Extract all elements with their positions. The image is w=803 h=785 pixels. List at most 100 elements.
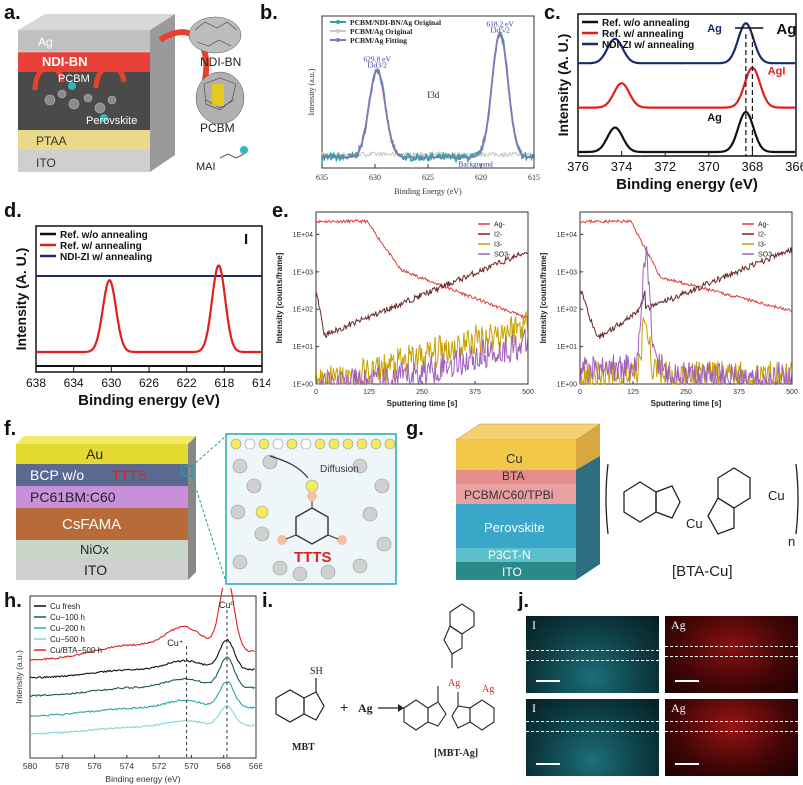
panel-label-j: j. <box>518 590 530 612</box>
x-tick-label: 125 <box>363 389 375 396</box>
label-ag-bond-2: Ag <box>482 684 494 695</box>
label-bcp: BCP w/o <box>30 467 84 483</box>
y-axis-label: Intensity (A. U.) <box>555 34 571 137</box>
label-niox: NiOx <box>80 542 109 557</box>
label-p3ct-n: P3CT-N <box>488 548 531 562</box>
y-tick-label: 1E+00 <box>293 382 314 389</box>
layer-cu <box>456 440 576 470</box>
y-tick-label: 1E+03 <box>293 269 314 276</box>
layer-ito-f <box>16 558 188 580</box>
panel-label-b: b. <box>260 2 278 24</box>
annotation-peak2-ev: 618.2 eV <box>486 20 514 29</box>
legend-label: NDI-ZI w/ annealing <box>602 40 694 51</box>
panel-label-c: c. <box>544 2 561 24</box>
plot-frame <box>577 13 797 157</box>
legend-label: PCBM/Ag Fitting <box>350 36 407 45</box>
eds-map-ag-top: Ag <box>665 616 798 693</box>
legend-label: PCBM/NDI-BN/Ag Original <box>350 18 441 27</box>
x-tick-label: 578 <box>55 761 69 771</box>
x-tick-label: 576 <box>87 761 101 771</box>
y-tick-label: 1E+04 <box>293 232 314 239</box>
layer-au <box>16 444 188 464</box>
inset-bcp-molecules <box>230 454 392 582</box>
y-axis-label: Intensity (a.u.) <box>14 650 24 704</box>
label-mai: MAI <box>196 161 216 173</box>
label-ndi-bn: NDI-BN <box>42 54 88 69</box>
legend-marker <box>336 29 340 33</box>
y-axis-label: Intensity (A. U.) <box>13 248 29 351</box>
chart-c-xps-ag: 376 374 372 370 368 366 Binding energy (eV) Int… <box>555 13 803 193</box>
y-tick-label: 1E+00 <box>557 382 578 389</box>
y-tick-label: 1E+01 <box>293 344 314 351</box>
y-axis-label: Intensity [counts/frame] <box>539 252 548 343</box>
x-tick-label: 635 <box>316 173 328 182</box>
x-axis-label: Binding energy (eV) <box>78 392 220 409</box>
chart-d-xps-i: 638 634 630 626 622 618 614 Binding energy (eV)… <box>13 225 270 409</box>
series-ref-w-annealing <box>36 264 262 354</box>
label-ito-g: ITO <box>502 565 522 579</box>
annotation-i3d: I3d <box>427 90 439 100</box>
label-pcbm-left: PCBM <box>58 73 90 85</box>
legend-label: Ref. w/o annealing <box>602 18 690 29</box>
layer-p3ct <box>456 548 576 562</box>
panel-f-device-schematic: Au BCP w/o TTTS PC61BM:C60 CsFAMA NiOx I… <box>16 433 397 585</box>
x-axis-label: Binding energy (eV) <box>105 774 180 784</box>
layer-pcbm-g <box>456 484 576 504</box>
mbt-molecule <box>275 678 325 723</box>
x-tick-label: 626 <box>139 376 159 390</box>
chart-e-tof-sims: 0 125 250 375 500 1E+00 1E+01 1E+02 1E+03 1E+04 Sp… <box>275 211 798 408</box>
sims-right-series-3 <box>579 245 793 386</box>
legend-label: SO3- <box>758 252 775 259</box>
sims-right-series-1 <box>579 247 793 339</box>
legend-label: Ref. w/o annealing <box>60 230 148 241</box>
layer-niox <box>16 540 188 558</box>
eds-map-i-top: I <box>526 616 659 693</box>
x-tick-label: 372 <box>654 159 676 174</box>
sims-left-series-2 <box>315 311 529 385</box>
legend-label: I2- <box>494 232 503 239</box>
legend-label: Cu−100 h <box>50 613 85 622</box>
label-n: n <box>788 534 795 549</box>
ttts-molecule <box>295 507 329 545</box>
legend-label: Cu−500 h <box>50 635 85 644</box>
x-tick-label: 634 <box>64 376 84 390</box>
y-tick-label: 1E+02 <box>293 307 314 314</box>
legend-label: SO3- <box>494 252 511 259</box>
legend-marker <box>336 20 340 24</box>
x-tick-label: 625 <box>422 173 434 182</box>
chart-b-xps-i3d: 635 630 625 620 615 Binding Energy (eV) Intens… <box>307 15 540 196</box>
layer-ag <box>18 30 150 52</box>
layer-csfama <box>16 508 188 540</box>
label-ag-top: Ag <box>671 618 686 632</box>
panel-label-i: i. <box>262 590 274 612</box>
label-i-bottom: I <box>532 701 536 715</box>
x-tick-label: 638 <box>26 376 46 390</box>
x-tick-label: 375 <box>469 389 481 396</box>
annotation-background: Background <box>459 160 494 168</box>
layer-bcp <box>16 464 188 486</box>
x-tick-label: 580 <box>23 761 37 771</box>
y-tick-label: 1E+03 <box>557 269 578 276</box>
annotation-ag-navy: Ag <box>707 23 722 35</box>
inset-au-row <box>230 438 396 450</box>
series-1 <box>29 656 256 698</box>
label-sh: SH <box>310 666 323 677</box>
annotation-cu-plus: Cu⁺ <box>167 638 184 648</box>
legend-marker <box>336 38 340 42</box>
x-tick-label: 375 <box>733 389 745 396</box>
series-3 <box>29 704 255 736</box>
panel-label-h: h. <box>4 590 22 612</box>
label-bta: BTA <box>502 469 524 483</box>
x-tick-label: 568 <box>217 761 231 771</box>
layer-perovskite <box>18 72 150 130</box>
sims-left-series-0 <box>315 218 528 319</box>
sims-right-series-0 <box>580 218 792 313</box>
label-ito: ITO <box>36 156 56 170</box>
legend-label: Cu/BTA−500 h <box>50 646 102 655</box>
x-tick-label: 622 <box>177 376 197 390</box>
panel-i-reaction-scheme: SH MBT + Ag Ag Ag [MBT-Ag] <box>275 603 495 759</box>
eds-map-i-bottom: I <box>526 699 659 776</box>
x-tick-label: 250 <box>416 389 428 396</box>
eds-map-ag-bottom: Ag <box>665 699 798 776</box>
legend-label: Cu fresh <box>50 602 80 611</box>
